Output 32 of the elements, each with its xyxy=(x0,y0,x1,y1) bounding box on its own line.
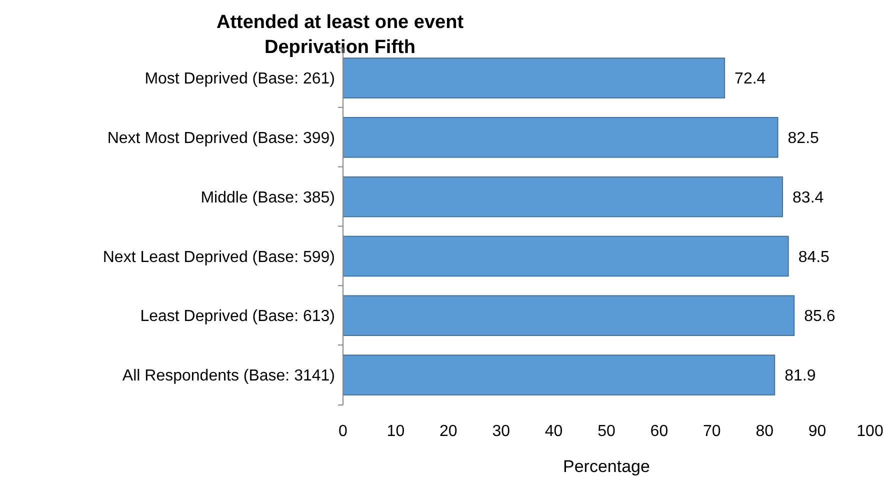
y-tick-label: All Respondents (Base: 3141) xyxy=(122,368,335,385)
x-tick-label: 80 xyxy=(756,423,774,440)
x-tick-label: 0 xyxy=(338,423,348,440)
x-axis-title: Percentage xyxy=(563,457,650,476)
chart-title: Attended at least one event xyxy=(216,12,464,33)
y-tick-label: Most Deprived (Base: 261) xyxy=(144,70,335,88)
data-label: 85.6 xyxy=(804,308,836,326)
y-tick-label: Next Least Deprived (Base: 599) xyxy=(102,248,335,266)
bar xyxy=(342,58,726,98)
bar xyxy=(342,117,778,158)
x-tick-label: 100 xyxy=(856,423,884,440)
x-tick-label: 60 xyxy=(650,423,668,440)
x-tick-label: 40 xyxy=(544,423,563,440)
x-tick-label: 30 xyxy=(492,423,510,440)
data-label: 83.4 xyxy=(792,189,824,206)
bar xyxy=(342,354,776,396)
x-tick-label: 20 xyxy=(440,423,458,440)
x-tick-label: 10 xyxy=(386,423,405,440)
y-tick-label: Least Deprived (Base: 613) xyxy=(140,308,335,326)
x-tick-label: 50 xyxy=(598,423,616,440)
bar xyxy=(342,236,789,277)
data-label: 84.5 xyxy=(798,248,830,266)
data-label: 72.4 xyxy=(734,70,766,88)
y-tick-label: Middle (Base: 385) xyxy=(200,189,335,206)
x-tick-label: 90 xyxy=(808,423,826,440)
x-tick-label: 70 xyxy=(703,423,721,440)
data-label: 82.5 xyxy=(788,130,820,147)
y-tick-label: Next Most Deprived (Base: 399) xyxy=(107,130,335,147)
bar xyxy=(342,295,795,336)
chart-subtitle: Deprivation Fifth xyxy=(264,37,416,58)
bar xyxy=(342,176,784,218)
data-label: 81.9 xyxy=(784,368,816,385)
